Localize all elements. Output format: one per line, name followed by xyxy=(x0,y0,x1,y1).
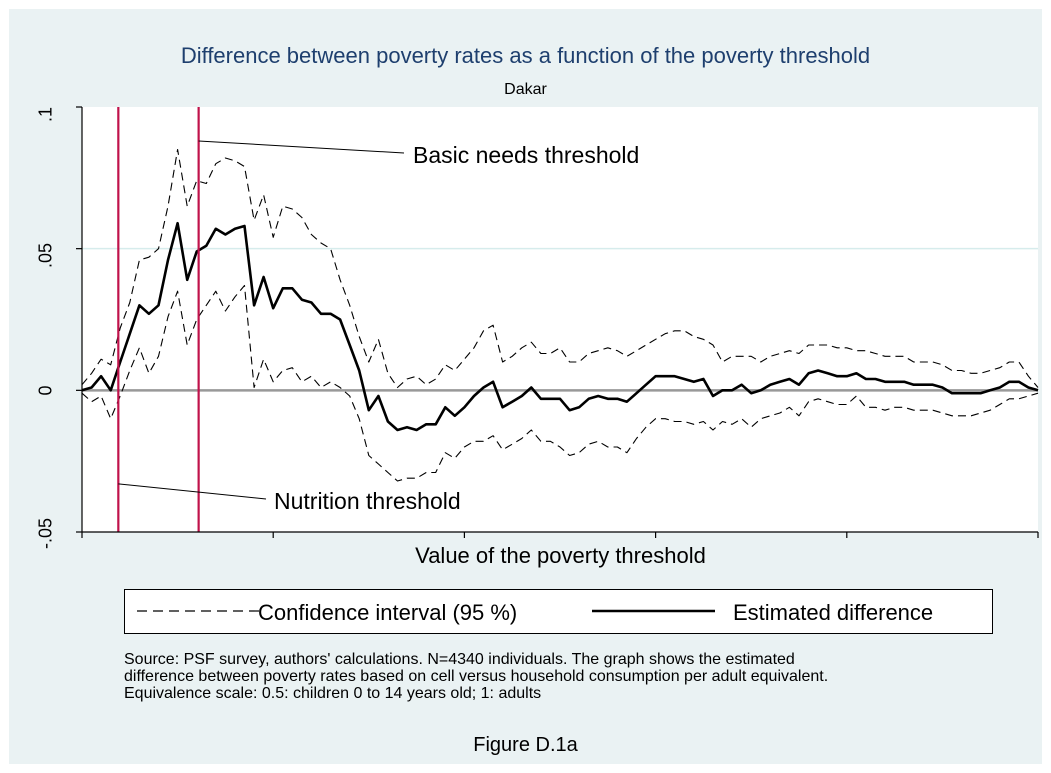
chart-subtitle: Dakar xyxy=(504,81,547,98)
legend-swatch-estimate xyxy=(592,609,715,613)
ci-bound-line xyxy=(81,284,1039,482)
ci-bound-line xyxy=(81,148,1039,389)
note-line: Source: PSF survey, authors' calculation… xyxy=(124,651,795,668)
legend-swatch-ci xyxy=(137,610,260,612)
axis-layer xyxy=(76,106,1039,538)
figure-caption: Figure D.1a xyxy=(473,734,578,756)
estimate-line xyxy=(81,221,1039,432)
legend-label-ci: Confidence interval (95 %) xyxy=(258,600,518,625)
series-layer xyxy=(81,148,1039,482)
legend: Confidence interval (95 %) Estimated dif… xyxy=(124,589,993,634)
annotation-basic-needs: Basic needs threshold xyxy=(413,142,639,168)
y-tick-label: .05 xyxy=(35,242,56,269)
legend-label-estimate: Estimated difference xyxy=(733,600,934,625)
note-line: Equivalence scale: 0.5: children 0 to 14… xyxy=(124,685,542,702)
y-tick-label: 0 xyxy=(35,385,56,396)
threshold-lines xyxy=(117,107,200,532)
x-axis-label: Value of the poverty threshold xyxy=(415,543,706,568)
source-note: Source: PSF survey, authors' calculation… xyxy=(124,651,1024,702)
plot-area xyxy=(82,107,1038,532)
annotation-leader xyxy=(118,483,267,500)
annotation-layer: Basic needs threshold Nutrition threshold xyxy=(118,140,639,514)
annotation-nutrition: Nutrition threshold xyxy=(274,488,461,514)
y-tick-label: .1 xyxy=(35,107,56,123)
chart-title: Difference between poverty rates as a fu… xyxy=(180,43,871,68)
annotation-leader xyxy=(198,140,405,154)
note-line: difference between poverty rates based o… xyxy=(124,668,829,685)
grid-layer xyxy=(82,247,1038,392)
